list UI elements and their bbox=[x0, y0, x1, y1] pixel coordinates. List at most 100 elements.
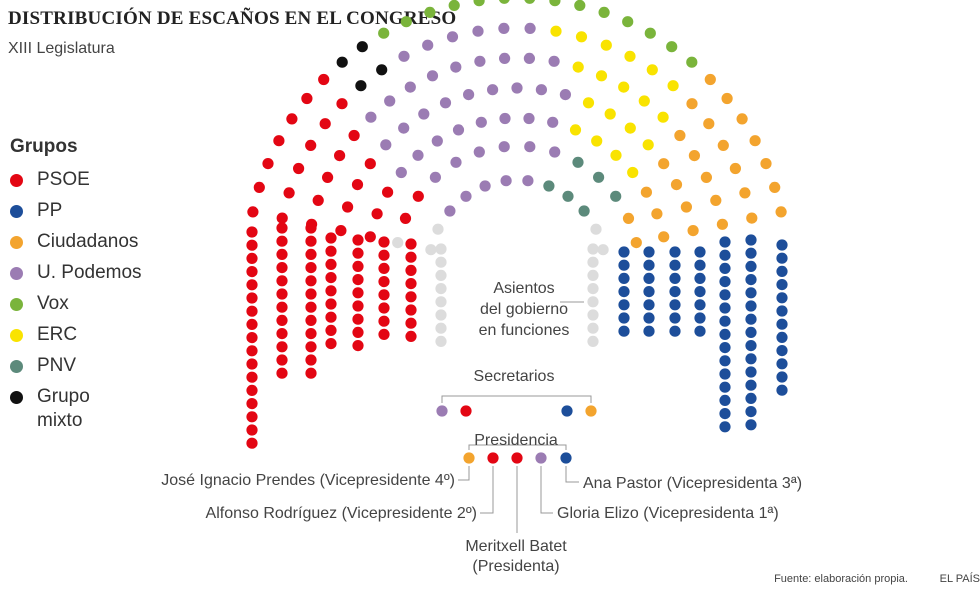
arc-seat bbox=[582, 97, 595, 109]
legend-item-pnv: PNV bbox=[10, 354, 78, 385]
column-seat bbox=[745, 392, 757, 404]
arc-seat bbox=[305, 139, 317, 151]
arc-seat bbox=[638, 95, 650, 107]
arc-seat bbox=[658, 231, 670, 243]
arc-seat bbox=[572, 156, 584, 168]
arc-seat bbox=[729, 162, 742, 175]
arc-seat bbox=[511, 82, 523, 94]
column-seat bbox=[745, 260, 757, 272]
column-seat bbox=[587, 243, 599, 255]
arc-seat bbox=[399, 212, 412, 224]
column-seat bbox=[694, 259, 706, 271]
column-seat bbox=[719, 262, 731, 274]
column-seat bbox=[435, 283, 447, 295]
arc-seat bbox=[498, 0, 510, 4]
arc-seat bbox=[474, 55, 486, 67]
column-seat bbox=[435, 322, 447, 334]
column-seat bbox=[276, 354, 288, 366]
seats-group bbox=[246, 0, 788, 464]
arc-seat bbox=[716, 218, 729, 230]
arc-seat bbox=[283, 187, 295, 199]
arc-seat bbox=[262, 158, 274, 170]
column-seat bbox=[246, 252, 258, 264]
arc-seat bbox=[460, 190, 472, 202]
legend-label: PSOE bbox=[37, 169, 90, 190]
column-seat bbox=[405, 317, 417, 329]
arc-seat bbox=[404, 81, 416, 93]
column-seat bbox=[776, 318, 788, 330]
column-seat bbox=[435, 243, 447, 255]
legend-item-erc: ERC bbox=[10, 323, 78, 354]
arc-seat bbox=[522, 175, 534, 187]
arc-seat bbox=[371, 208, 383, 220]
column-seat bbox=[776, 384, 788, 396]
column-seat bbox=[643, 246, 655, 258]
column-seat bbox=[587, 296, 599, 308]
arc-seat bbox=[769, 181, 781, 193]
column-seat bbox=[305, 367, 317, 379]
column-seat bbox=[246, 358, 258, 370]
column-seat bbox=[618, 312, 630, 324]
column-seat bbox=[305, 341, 317, 353]
column-seat bbox=[643, 299, 655, 311]
legend-swatch bbox=[10, 205, 23, 218]
column-seat bbox=[745, 340, 757, 352]
column-seat bbox=[246, 384, 258, 396]
arc-seat bbox=[686, 56, 698, 68]
column-seat bbox=[776, 292, 788, 304]
arc-seat bbox=[364, 231, 376, 243]
arc-seat bbox=[473, 146, 485, 158]
arc-seat bbox=[578, 205, 590, 217]
arc-seat bbox=[559, 89, 572, 101]
column-seat bbox=[325, 232, 337, 244]
column-seat bbox=[246, 411, 258, 423]
vp3-label: Ana Pastor (Vicepresidenta 3ª) bbox=[583, 475, 802, 492]
arc-seat bbox=[524, 141, 536, 153]
column-seat bbox=[776, 239, 788, 251]
arc-seat bbox=[700, 171, 713, 183]
arc-seat bbox=[380, 139, 392, 151]
column-seat bbox=[776, 331, 788, 343]
arc-seat bbox=[276, 212, 288, 224]
arc-seat bbox=[446, 31, 459, 43]
column-seat bbox=[378, 276, 390, 288]
arc-seat bbox=[535, 84, 548, 96]
arc-seat bbox=[424, 6, 436, 19]
column-seat bbox=[276, 301, 288, 313]
column-seat bbox=[719, 355, 731, 367]
arc-seat bbox=[392, 237, 404, 249]
column-seat bbox=[305, 314, 317, 326]
column-seat bbox=[352, 313, 364, 325]
arc-seat bbox=[760, 158, 772, 170]
column-seat bbox=[325, 285, 337, 297]
column-seat bbox=[745, 287, 757, 299]
legend-swatch bbox=[10, 298, 23, 311]
arc-seat bbox=[610, 190, 622, 202]
column-seat bbox=[719, 315, 731, 327]
column-seat bbox=[405, 251, 417, 263]
column-seat bbox=[305, 222, 317, 234]
column-seat bbox=[378, 262, 390, 274]
legend-label: ERC bbox=[37, 324, 78, 345]
column-seat bbox=[618, 299, 630, 311]
column-seat bbox=[405, 264, 417, 276]
secretary-seat bbox=[436, 405, 448, 417]
column-seat bbox=[246, 332, 258, 344]
legend-swatch bbox=[10, 174, 23, 187]
arc-seat bbox=[479, 180, 491, 192]
column-seat bbox=[246, 226, 258, 238]
column-seat bbox=[352, 247, 364, 259]
column-seat bbox=[669, 299, 681, 311]
column-seat bbox=[246, 398, 258, 410]
column-seat bbox=[719, 276, 731, 288]
presidency-seat bbox=[560, 452, 572, 464]
legend-label: Vox bbox=[37, 293, 69, 314]
arc-seat bbox=[336, 98, 348, 110]
column-seat bbox=[694, 286, 706, 298]
leader-lines bbox=[441, 301, 592, 533]
column-seat bbox=[352, 287, 364, 299]
arc-seat bbox=[351, 179, 364, 191]
arc-seat bbox=[463, 89, 475, 101]
column-seat bbox=[378, 236, 390, 248]
